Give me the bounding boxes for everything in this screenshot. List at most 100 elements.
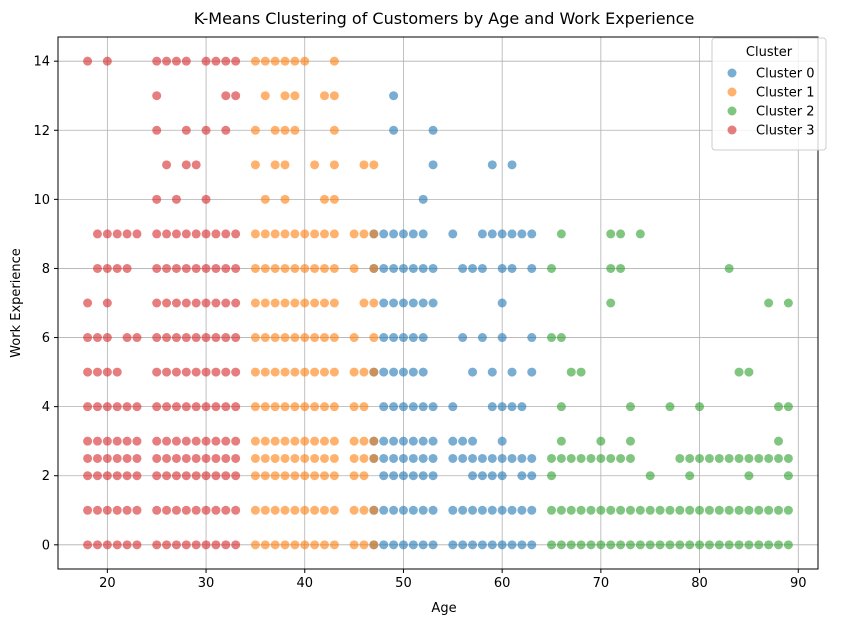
- data-point: [665, 540, 675, 550]
- data-point: [418, 229, 428, 239]
- data-point: [389, 402, 399, 412]
- data-point: [428, 471, 438, 481]
- data-point: [606, 263, 616, 273]
- data-point: [152, 298, 162, 308]
- data-point: [102, 402, 112, 412]
- data-point: [280, 263, 290, 273]
- x-tick-label: 40: [296, 576, 313, 591]
- data-point: [310, 453, 320, 463]
- x-tick-label: 60: [494, 576, 511, 591]
- data-point: [398, 453, 408, 463]
- data-point: [122, 436, 132, 446]
- data-point: [783, 505, 793, 515]
- chart-title: K-Means Clustering of Customers by Age a…: [194, 9, 695, 28]
- data-point: [132, 505, 142, 515]
- data-point: [556, 505, 566, 515]
- data-point: [408, 333, 418, 343]
- data-point: [270, 471, 280, 481]
- data-point: [418, 333, 428, 343]
- data-point: [260, 505, 270, 515]
- data-point: [448, 402, 458, 412]
- data-point: [398, 540, 408, 550]
- y-tick-label: 12: [33, 124, 50, 139]
- data-point: [359, 453, 369, 463]
- data-point: [191, 367, 201, 377]
- data-point: [774, 505, 784, 515]
- data-point: [418, 540, 428, 550]
- data-point: [260, 436, 270, 446]
- data-point: [181, 402, 191, 412]
- data-point: [112, 505, 122, 515]
- data-point: [83, 453, 93, 463]
- data-point: [201, 298, 211, 308]
- data-point: [191, 436, 201, 446]
- data-point: [319, 333, 329, 343]
- data-point: [260, 91, 270, 101]
- data-point: [379, 402, 389, 412]
- data-point: [280, 125, 290, 135]
- data-point: [270, 453, 280, 463]
- data-point: [290, 367, 300, 377]
- data-point: [181, 263, 191, 273]
- data-point: [319, 194, 329, 204]
- data-point: [152, 263, 162, 273]
- data-point: [152, 367, 162, 377]
- y-tick-label: 0: [42, 538, 50, 553]
- data-point: [221, 453, 231, 463]
- data-point: [260, 263, 270, 273]
- data-point: [408, 436, 418, 446]
- data-point: [300, 505, 310, 515]
- data-point: [329, 91, 339, 101]
- data-point: [319, 540, 329, 550]
- y-tick-label: 4: [42, 400, 50, 415]
- data-point: [280, 402, 290, 412]
- data-point: [359, 298, 369, 308]
- data-point: [112, 402, 122, 412]
- data-point: [349, 263, 359, 273]
- data-point: [162, 505, 172, 515]
- data-point: [290, 125, 300, 135]
- data-point: [487, 160, 497, 170]
- data-point: [497, 471, 507, 481]
- data-point: [724, 263, 734, 273]
- data-point: [448, 436, 458, 446]
- data-point: [704, 540, 714, 550]
- data-point: [369, 263, 379, 273]
- data-point: [300, 453, 310, 463]
- data-point: [250, 160, 260, 170]
- data-point: [468, 436, 478, 446]
- data-point: [270, 229, 280, 239]
- data-point: [329, 229, 339, 239]
- data-point: [270, 540, 280, 550]
- data-point: [389, 453, 399, 463]
- data-point: [231, 436, 241, 446]
- data-point: [250, 333, 260, 343]
- data-point: [606, 505, 616, 515]
- data-point: [754, 453, 764, 463]
- data-point: [744, 505, 754, 515]
- data-point: [596, 436, 606, 446]
- data-point: [181, 160, 191, 170]
- data-point: [300, 298, 310, 308]
- data-point: [201, 263, 211, 273]
- data-point: [310, 540, 320, 550]
- data-point: [270, 436, 280, 446]
- data-point: [221, 263, 231, 273]
- data-point: [191, 263, 201, 273]
- data-point: [122, 402, 132, 412]
- data-point: [645, 471, 655, 481]
- data-point: [211, 402, 221, 412]
- data-point: [162, 471, 172, 481]
- data-point: [122, 540, 132, 550]
- data-point: [369, 453, 379, 463]
- data-point: [191, 540, 201, 550]
- data-point: [280, 453, 290, 463]
- data-point: [171, 367, 181, 377]
- data-point: [379, 367, 389, 377]
- data-point: [655, 540, 665, 550]
- data-point: [310, 367, 320, 377]
- data-point: [112, 229, 122, 239]
- data-point: [250, 453, 260, 463]
- data-point: [191, 298, 201, 308]
- data-point: [319, 505, 329, 515]
